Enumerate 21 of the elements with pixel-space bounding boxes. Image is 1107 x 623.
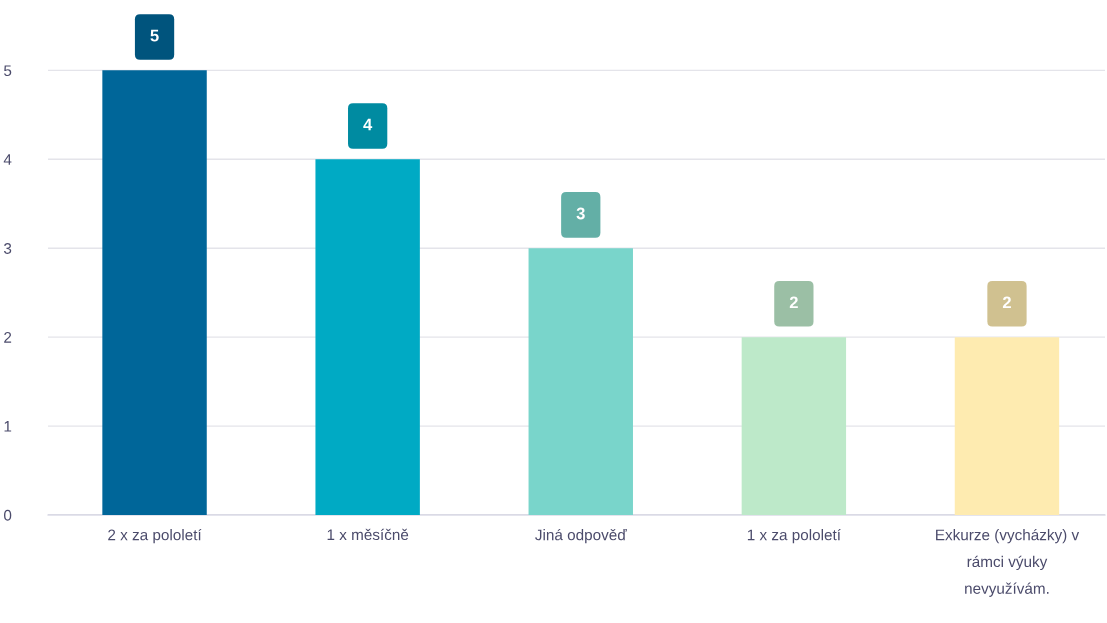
data-label: 2 xyxy=(1002,296,1011,309)
x-tick-label: Exkurze (vycházky) v rámci výuky nevyužívám. xyxy=(936,528,1080,597)
data-label: 5 xyxy=(150,29,159,42)
y-tick-label: 5 xyxy=(4,65,12,77)
y-tick-label: 2 xyxy=(4,332,12,343)
x-tick-label: Jiná odpověď xyxy=(535,528,627,544)
bar xyxy=(741,337,847,515)
data-label: 2 xyxy=(789,296,798,309)
bar xyxy=(315,159,420,515)
x-tick-label: 1 x za pololetí xyxy=(747,528,841,544)
y-tick-label: 4 xyxy=(3,154,12,165)
x-tick-label: 2 x za pololetí xyxy=(108,528,202,544)
bar xyxy=(102,70,207,515)
x-tick-label: 1 x měsíčně xyxy=(327,528,409,541)
bar xyxy=(954,337,1060,515)
data-label: 3 xyxy=(576,207,585,220)
y-tick-label: 1 xyxy=(4,421,12,432)
bar xyxy=(528,248,633,515)
y-tick-label: 0 xyxy=(3,509,12,521)
data-label: 4 xyxy=(363,118,373,131)
y-tick-label: 3 xyxy=(3,243,12,254)
